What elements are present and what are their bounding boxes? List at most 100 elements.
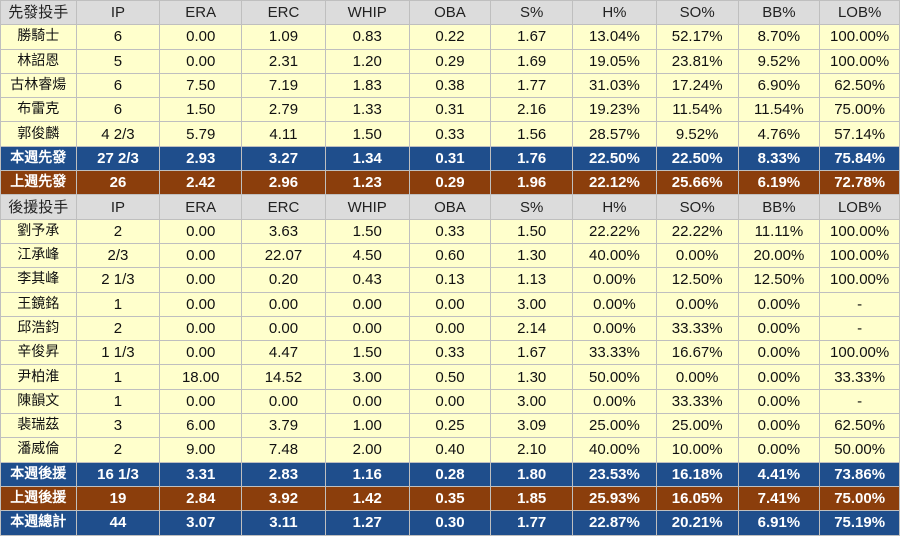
table-cell: WHIP [324,194,410,220]
table-row: 布雷克 6 1.50 2.79 1.33 0.31 2.16 19.23% 11.54% 11.5… [0,97,900,123]
table-cell: 0.00% [737,413,821,439]
table-cell: 33.33% [655,388,739,415]
table-cell: 林詔恩 [0,48,77,74]
table-cell: 0.00% [737,388,821,415]
table-cell: 9.52% [655,121,739,147]
table-cell: 2 [75,218,161,244]
table-cell: 1.20 [324,48,410,74]
table-cell: 4 2/3 [75,121,161,147]
table-cell: 23.81% [655,48,739,74]
table-cell: 0.43 [324,267,410,293]
table-cell: SO% [655,0,739,26]
table-cell: S% [490,194,574,220]
table-cell: 2.83 [241,461,326,487]
table-row: 尹柏淮 1 18.00 14.52 3.00 0.50 1.30 50.00% 0.00% 0.0… [0,364,900,390]
table-cell: 0.00 [324,388,410,415]
table-cell: 12.50% [655,267,739,293]
table-cell: 16.67% [655,340,739,366]
table-cell: 0.00 [159,291,243,317]
table-cell: 100.00% [819,218,900,244]
table-cell: 4.41% [737,461,821,487]
table-cell: 22.50% [655,145,739,172]
table-cell: 1.34 [324,145,410,172]
table-cell: 陳韻文 [0,388,77,415]
table-cell: 3.00 [324,364,410,390]
table-cell: 0.33 [408,340,492,366]
table-cell: 22.22% [655,218,739,244]
table-cell: 6.91% [737,510,821,536]
table-cell: 0.00% [572,315,657,342]
table-cell: 2.84 [159,485,243,512]
table-cell: ERA [159,194,243,220]
table-cell: 0.00 [241,291,326,317]
table-cell: 0.00 [159,340,243,366]
table-cell: 16 1/3 [75,461,161,487]
table-cell: ERC [241,194,326,220]
table-row: 劉予承 2 0.00 3.63 1.50 0.33 1.50 22.22% 22.22% 11.1… [0,218,900,244]
table-cell: 1.67 [490,24,574,50]
table-cell: 3.63 [241,218,326,244]
table-cell: 0.00% [655,242,739,269]
table-cell: 6.90% [737,72,821,99]
table-cell: 25.93% [572,485,657,512]
table-cell: 100.00% [819,48,900,74]
table-cell: 0.35 [408,485,492,512]
table-cell: 19.05% [572,48,657,74]
table-cell: 1.85 [490,485,574,512]
table-cell: 2.31 [241,48,326,74]
table-cell: 44 [75,510,161,536]
table-cell: 22.22% [572,218,657,244]
table-cell: 王鏡銘 [0,291,77,317]
table-cell: 3.09 [490,413,574,439]
table-cell: 4.76% [737,121,821,147]
table-cell: - [819,388,900,415]
table-cell: 20.21% [655,510,739,536]
table-cell: 0.31 [408,145,492,172]
table-cell: 1.16 [324,461,410,487]
table-cell: 6 [75,97,161,123]
table-cell: 1.13 [490,267,574,293]
table-cell: 0.00 [408,388,492,415]
table-cell: 2.00 [324,437,410,463]
table-cell: 73.86% [819,461,900,487]
table-cell: 72.78% [819,170,900,196]
table-cell: 3.11 [241,510,326,536]
table-cell: 0.00 [159,24,243,50]
table-cell: 0.00 [324,291,410,317]
starters-header-row: 先發投手 IP ERA ERC WHIP OBA S% H% SO% BB% LOB% [0,0,900,26]
starters-last-week-row: 上週先發 26 2.42 2.96 1.23 0.29 1.96 22.12% 25.66% 6.… [0,170,900,196]
table-row: 江承峰 2/3 0.00 22.07 4.50 0.60 1.30 40.00% 0.00% 20… [0,242,900,269]
table-cell: 1.50 [159,97,243,123]
table-cell: ERC [241,0,326,26]
table-cell: 7.50 [159,72,243,99]
table-cell: 23.53% [572,461,657,487]
table-cell: 52.17% [655,24,739,50]
table-cell: 6.00 [159,413,243,439]
table-cell: 0.33 [408,218,492,244]
table-cell: 2/3 [75,242,161,269]
table-cell: 7.41% [737,485,821,512]
table-cell: 先發投手 [0,0,77,26]
table-cell: 13.04% [572,24,657,50]
table-cell: 本週先發 [0,145,77,172]
table-cell: SO% [655,194,739,220]
table-cell: 0.00 [159,388,243,415]
table-cell: 25.66% [655,170,739,196]
table-cell: 0.00 [159,315,243,342]
table-cell: 3.31 [159,461,243,487]
table-cell: 2 1/3 [75,267,161,293]
table-cell: 3.92 [241,485,326,512]
table-cell: 100.00% [819,340,900,366]
table-cell: 31.03% [572,72,657,99]
table-cell: 4.11 [241,121,326,147]
table-cell: 16.05% [655,485,739,512]
table-row: 裴瑞茲 3 6.00 3.79 1.00 0.25 3.09 25.00% 25.00% 0.00… [0,413,900,439]
table-cell: 11.54% [737,97,821,123]
table-cell: 2.16 [490,97,574,123]
table-cell: 1.50 [490,218,574,244]
table-cell: 布雷克 [0,97,77,123]
table-cell: 50.00% [572,364,657,390]
table-cell: 3.79 [241,413,326,439]
table-cell: 62.50% [819,413,900,439]
